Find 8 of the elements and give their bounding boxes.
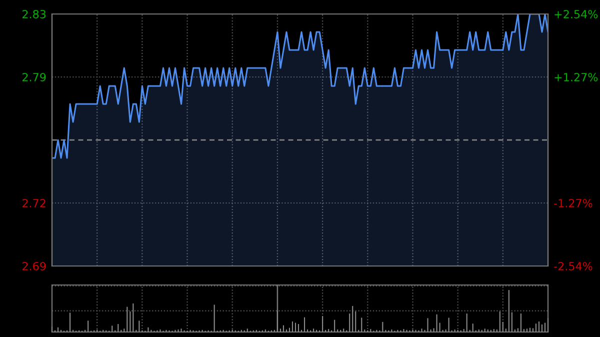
y2-tick-label: -2.54%: [554, 262, 592, 270]
y-tick-label: 2.72: [22, 198, 46, 208]
y2-tick-label: +2.54%: [554, 10, 598, 18]
y-tick-label: 2.69: [22, 262, 46, 270]
y2-tick-label: +1.27%: [554, 72, 598, 82]
y-tick-label: 2.83: [22, 10, 46, 18]
y-tick-label: 2.79: [22, 72, 46, 82]
y2-tick-label: -1.27%: [554, 198, 592, 208]
